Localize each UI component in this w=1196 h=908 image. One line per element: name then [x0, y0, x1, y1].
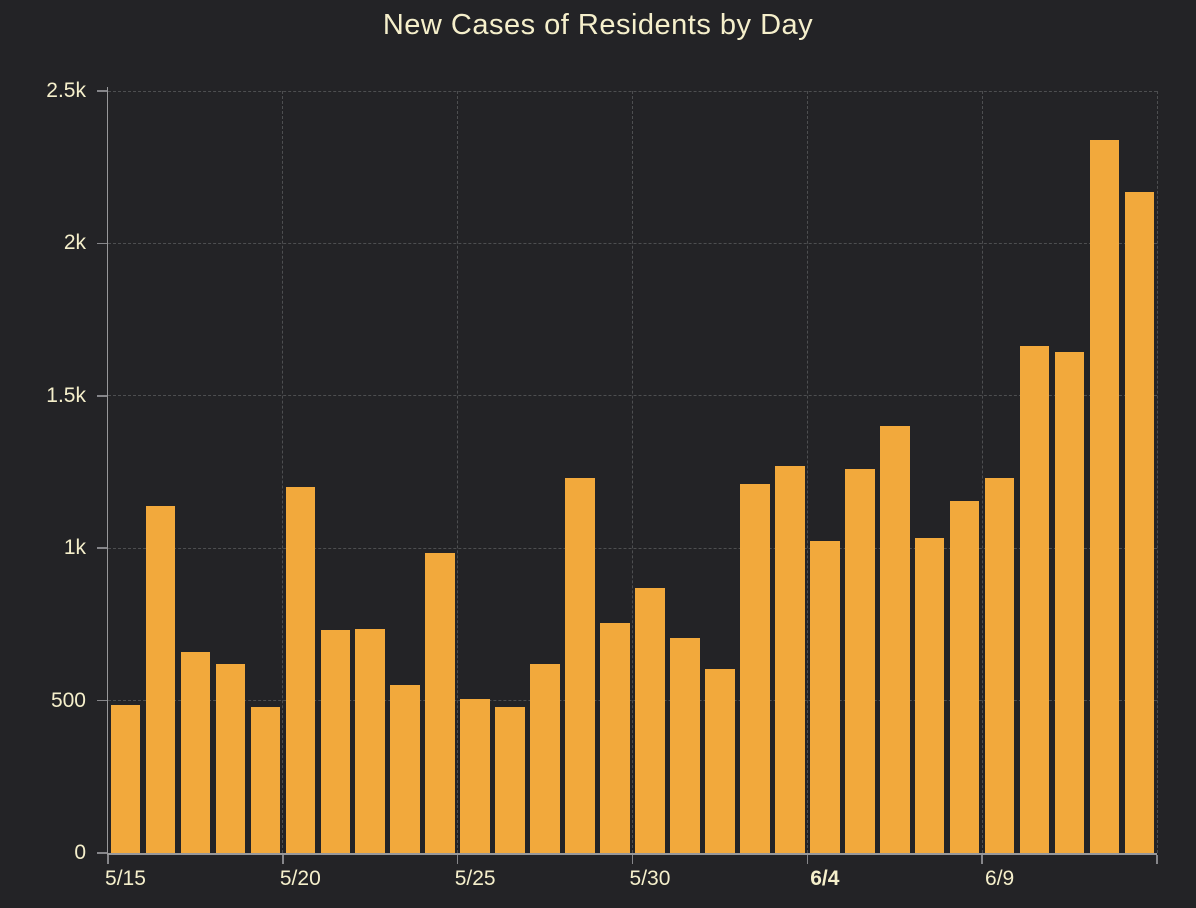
bar[interactable] [250, 706, 281, 853]
bar[interactable] [530, 664, 560, 853]
y-tick-mark [97, 547, 107, 549]
x-tick-mark [107, 854, 109, 864]
bar[interactable] [984, 478, 1015, 853]
x-tick-label: 5/25 [454, 867, 496, 890]
bar[interactable] [145, 505, 176, 853]
x-tick-label: 5/30 [629, 867, 671, 890]
y-tick-mark [97, 852, 107, 854]
bar[interactable] [565, 478, 595, 853]
chart-title: New Cases of Residents by Day [382, 9, 814, 41]
bar[interactable] [879, 426, 910, 853]
x-tick-mark [631, 854, 634, 864]
bar[interactable] [355, 628, 386, 853]
y-tick-mark [97, 242, 107, 245]
x-gridline [282, 91, 284, 853]
y-axis-line [106, 87, 108, 853]
x-tick-label: 5/20 [279, 867, 321, 890]
bar[interactable] [1019, 345, 1050, 853]
bar[interactable] [495, 706, 525, 853]
y-tick-mark [97, 699, 107, 702]
y-tick-label: 0 [74, 841, 86, 864]
bar[interactable] [635, 587, 665, 853]
x-gridline [981, 91, 983, 853]
bar[interactable] [810, 540, 840, 853]
bar[interactable] [740, 484, 770, 853]
bar[interactable] [914, 537, 945, 853]
x-axis-line [106, 853, 1157, 855]
bar[interactable] [180, 651, 211, 853]
x-tick-label: 5/15 [105, 867, 146, 890]
x-gridline [457, 91, 459, 853]
y-tick-mark [97, 90, 107, 92]
bar[interactable] [1124, 191, 1155, 853]
bar[interactable] [1054, 351, 1085, 853]
bar[interactable] [670, 638, 700, 853]
bar[interactable] [285, 487, 316, 853]
y-tick-label: 2k [63, 231, 86, 255]
bar[interactable] [949, 500, 980, 853]
x-tick-mark [456, 854, 459, 864]
y-tick-mark [97, 395, 107, 397]
x-tick-mark [981, 854, 983, 864]
bar[interactable] [390, 685, 420, 853]
x-tick-mark [806, 854, 809, 864]
bar[interactable] [1089, 139, 1120, 853]
bar[interactable] [215, 664, 246, 853]
x-tick-mark [1156, 854, 1158, 864]
y-tick-label: 500 [50, 688, 86, 712]
x-tick-mark [282, 854, 284, 864]
bar[interactable] [460, 699, 490, 853]
x-gridline [1156, 91, 1158, 853]
x-gridline [632, 91, 633, 853]
y-tick-label: 1.5k [46, 383, 86, 407]
bar[interactable] [320, 630, 351, 853]
bar[interactable] [425, 552, 455, 853]
bar[interactable] [110, 705, 141, 853]
bar[interactable] [705, 668, 735, 853]
bar[interactable] [775, 465, 805, 853]
x-gridline [806, 91, 808, 853]
bar[interactable] [845, 468, 875, 853]
y-tick-label: 2.5k [46, 79, 86, 102]
y-tick-label: 1k [63, 536, 86, 560]
x-tick-label: 6/4 [810, 867, 840, 890]
x-tick-label: 6/9 [985, 867, 1015, 890]
bar[interactable] [600, 622, 630, 853]
